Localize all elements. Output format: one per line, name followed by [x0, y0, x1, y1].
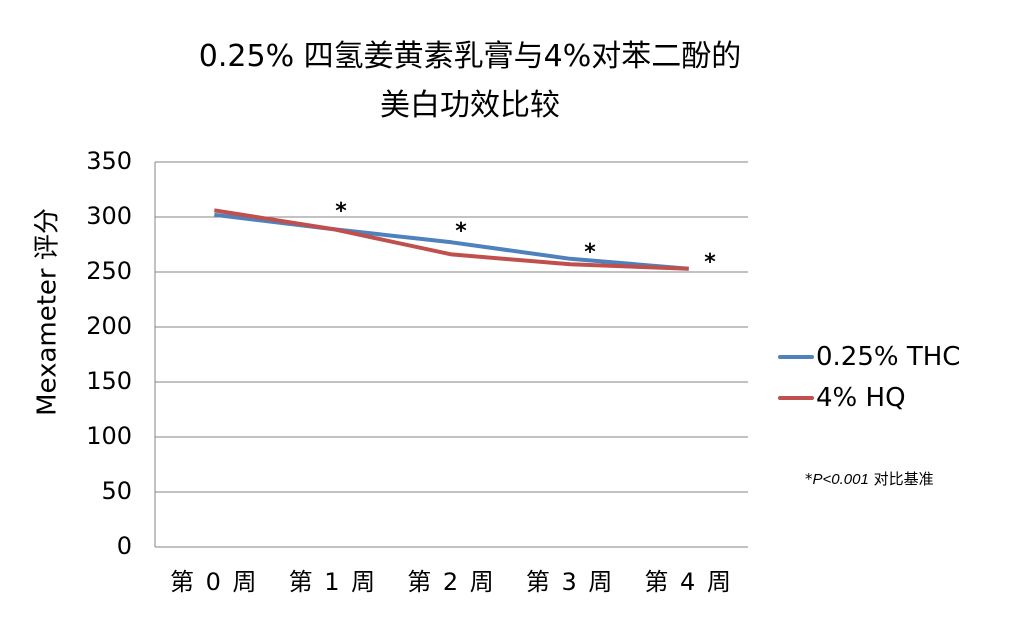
y-tick-label: 100	[86, 422, 132, 450]
series-line	[213, 208, 689, 271]
legend-swatch-thc	[778, 355, 814, 359]
y-axis-label-text: Mexameter 评分	[32, 208, 63, 416]
legend-label-thc: 0.25% THC	[816, 342, 961, 372]
x-tick-label: 第 3 周	[525, 568, 615, 596]
significance-star: *	[584, 240, 596, 265]
y-tick-label: 150	[86, 367, 132, 395]
y-tick-label: 250	[86, 257, 132, 285]
x-tick-label: 第 0 周	[170, 568, 259, 596]
y-tick-label: 350	[86, 147, 132, 175]
significance-star: *	[455, 219, 467, 244]
axes	[154, 162, 748, 548]
legend-swatch-hq	[778, 396, 814, 400]
note-text: 对比基准	[868, 470, 934, 488]
significance-star: *	[335, 199, 347, 224]
note-p-value: P<0.001	[812, 471, 869, 488]
significance-star: *	[704, 250, 716, 275]
chart-title-line-1: 0.25% 四氢姜黄素乳膏与4%对苯二酚的	[198, 39, 742, 74]
legend-label-hq: 4% HQ	[816, 383, 906, 413]
significance-note: *P<0.001 对比基准	[805, 468, 934, 489]
x-tick-label: 第 2 周	[407, 568, 496, 596]
legend-item-thc: 0.25% THC	[778, 340, 960, 374]
y-tick-label: 300	[86, 202, 132, 230]
data-lines	[213, 208, 689, 271]
y-tick-label: 0	[116, 532, 132, 560]
y-tick-label: 50	[101, 477, 132, 505]
x-tick-label: 第 1 周	[288, 568, 378, 596]
x-tick-label: 第 4 周	[644, 568, 733, 596]
note-prefix: *	[805, 470, 813, 488]
gridlines	[155, 161, 748, 493]
legend-item-hq: 4% HQ	[778, 381, 906, 415]
chart-title-line-2: 美白功效比较	[380, 88, 560, 123]
y-tick-label: 200	[86, 312, 132, 340]
